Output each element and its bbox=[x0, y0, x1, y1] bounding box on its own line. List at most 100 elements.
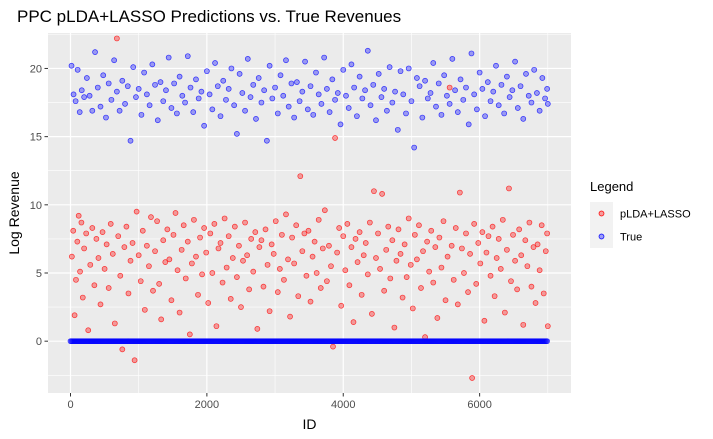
plda-lasso-point bbox=[438, 264, 445, 271]
plda-lasso-point bbox=[377, 266, 383, 272]
true-point bbox=[220, 77, 227, 84]
plda-lasso-point bbox=[164, 226, 171, 233]
true-point bbox=[157, 79, 164, 85]
true-point bbox=[111, 57, 117, 64]
plda-lasso-point bbox=[70, 227, 77, 234]
plda-lasso-point bbox=[205, 300, 212, 306]
true-point bbox=[354, 113, 360, 120]
plda-lasso-point bbox=[291, 260, 298, 267]
true-point bbox=[141, 69, 147, 76]
true-point bbox=[340, 66, 347, 73]
true-point bbox=[250, 81, 257, 88]
true-point bbox=[534, 90, 540, 96]
true-point bbox=[512, 58, 518, 65]
true-point bbox=[378, 94, 385, 100]
true-point bbox=[416, 83, 423, 90]
true-point bbox=[70, 91, 77, 98]
true-point bbox=[435, 80, 442, 87]
plda-lasso-point bbox=[276, 266, 283, 272]
plda-lasso-point bbox=[459, 245, 465, 252]
plda-lasso-point bbox=[450, 276, 457, 283]
plda-lasso-point bbox=[180, 222, 187, 229]
legend-label-true: True bbox=[620, 232, 642, 244]
legend-label-plda-lasso: pLDA+LASSO bbox=[620, 209, 691, 221]
true-point bbox=[501, 110, 508, 117]
true-point bbox=[392, 88, 398, 95]
plda-lasso-point bbox=[424, 238, 430, 245]
true-point bbox=[133, 94, 139, 100]
true-point bbox=[198, 88, 205, 95]
true-point bbox=[81, 94, 87, 100]
true-point bbox=[411, 144, 418, 151]
plda-lasso-point bbox=[538, 222, 545, 229]
plda-lasso-point bbox=[182, 275, 189, 282]
plda-lasso-point bbox=[289, 234, 295, 241]
true-point bbox=[296, 98, 303, 105]
plda-lasso-point bbox=[244, 252, 250, 259]
true-point bbox=[452, 87, 458, 94]
plda-lasso-point bbox=[506, 185, 512, 192]
series-true-points bbox=[67, 47, 551, 345]
plda-lasso-point bbox=[360, 252, 367, 259]
true-point bbox=[182, 99, 188, 106]
plda-lasso-point bbox=[73, 276, 79, 283]
plda-lasso-point bbox=[373, 255, 379, 261]
plda-lasso-point bbox=[436, 234, 443, 241]
true-point bbox=[302, 58, 308, 65]
plda-lasso-point bbox=[74, 238, 81, 245]
true-point bbox=[253, 116, 259, 122]
plda-lasso-point bbox=[176, 309, 183, 316]
plda-lasso-point bbox=[493, 255, 500, 261]
plda-lasso-point bbox=[311, 238, 318, 245]
true-point bbox=[345, 105, 352, 111]
plda-lasso-point bbox=[428, 227, 435, 234]
true-point bbox=[214, 83, 221, 90]
plda-lasso-point bbox=[524, 263, 531, 270]
true-point bbox=[225, 86, 232, 92]
plda-lasso-point bbox=[319, 245, 326, 252]
plda-lasso-point bbox=[295, 293, 302, 300]
plda-lasso-point bbox=[240, 257, 246, 264]
true-point bbox=[389, 99, 396, 106]
true-point bbox=[384, 107, 390, 114]
plda-lasso-point bbox=[213, 323, 220, 330]
plda-lasso-point bbox=[528, 283, 535, 290]
true-point bbox=[313, 69, 319, 76]
true-point bbox=[525, 92, 532, 99]
true-point bbox=[531, 66, 538, 73]
plda-lasso-point bbox=[254, 326, 261, 332]
true-point bbox=[160, 98, 167, 105]
plda-lasso-point bbox=[442, 297, 449, 304]
plda-lasso-point bbox=[109, 251, 116, 257]
plda-lasso-point bbox=[191, 216, 197, 223]
true-point bbox=[315, 91, 322, 98]
true-point bbox=[493, 62, 499, 69]
x-axis-title: ID bbox=[303, 416, 317, 432]
plda-lasso-point bbox=[330, 343, 336, 350]
true-point bbox=[247, 94, 254, 100]
plda-lasso-point bbox=[125, 290, 132, 297]
plda-lasso-point bbox=[477, 260, 484, 267]
plda-lasso-point bbox=[497, 266, 504, 272]
plda-lasso-point bbox=[160, 237, 167, 244]
plda-lasso-point bbox=[279, 231, 285, 238]
plda-lasso-point bbox=[78, 219, 85, 226]
plda-lasso-point bbox=[399, 294, 406, 301]
true-point bbox=[184, 53, 191, 60]
plda-lasso-point bbox=[146, 263, 152, 270]
true-point bbox=[204, 68, 210, 75]
true-point bbox=[92, 49, 98, 55]
plda-lasso-point bbox=[457, 189, 463, 196]
legend-key-true-icon bbox=[598, 233, 605, 240]
true-point bbox=[498, 81, 505, 88]
true-point bbox=[514, 105, 521, 111]
true-point bbox=[487, 98, 494, 105]
plda-lasso-point bbox=[219, 279, 226, 286]
true-point bbox=[343, 92, 349, 99]
plda-lasso-point bbox=[362, 240, 369, 246]
plda-lasso-point bbox=[401, 241, 408, 248]
plda-lasso-point bbox=[287, 313, 293, 320]
plda-lasso-point bbox=[89, 225, 96, 231]
true-point bbox=[176, 73, 183, 80]
true-point bbox=[504, 73, 510, 80]
